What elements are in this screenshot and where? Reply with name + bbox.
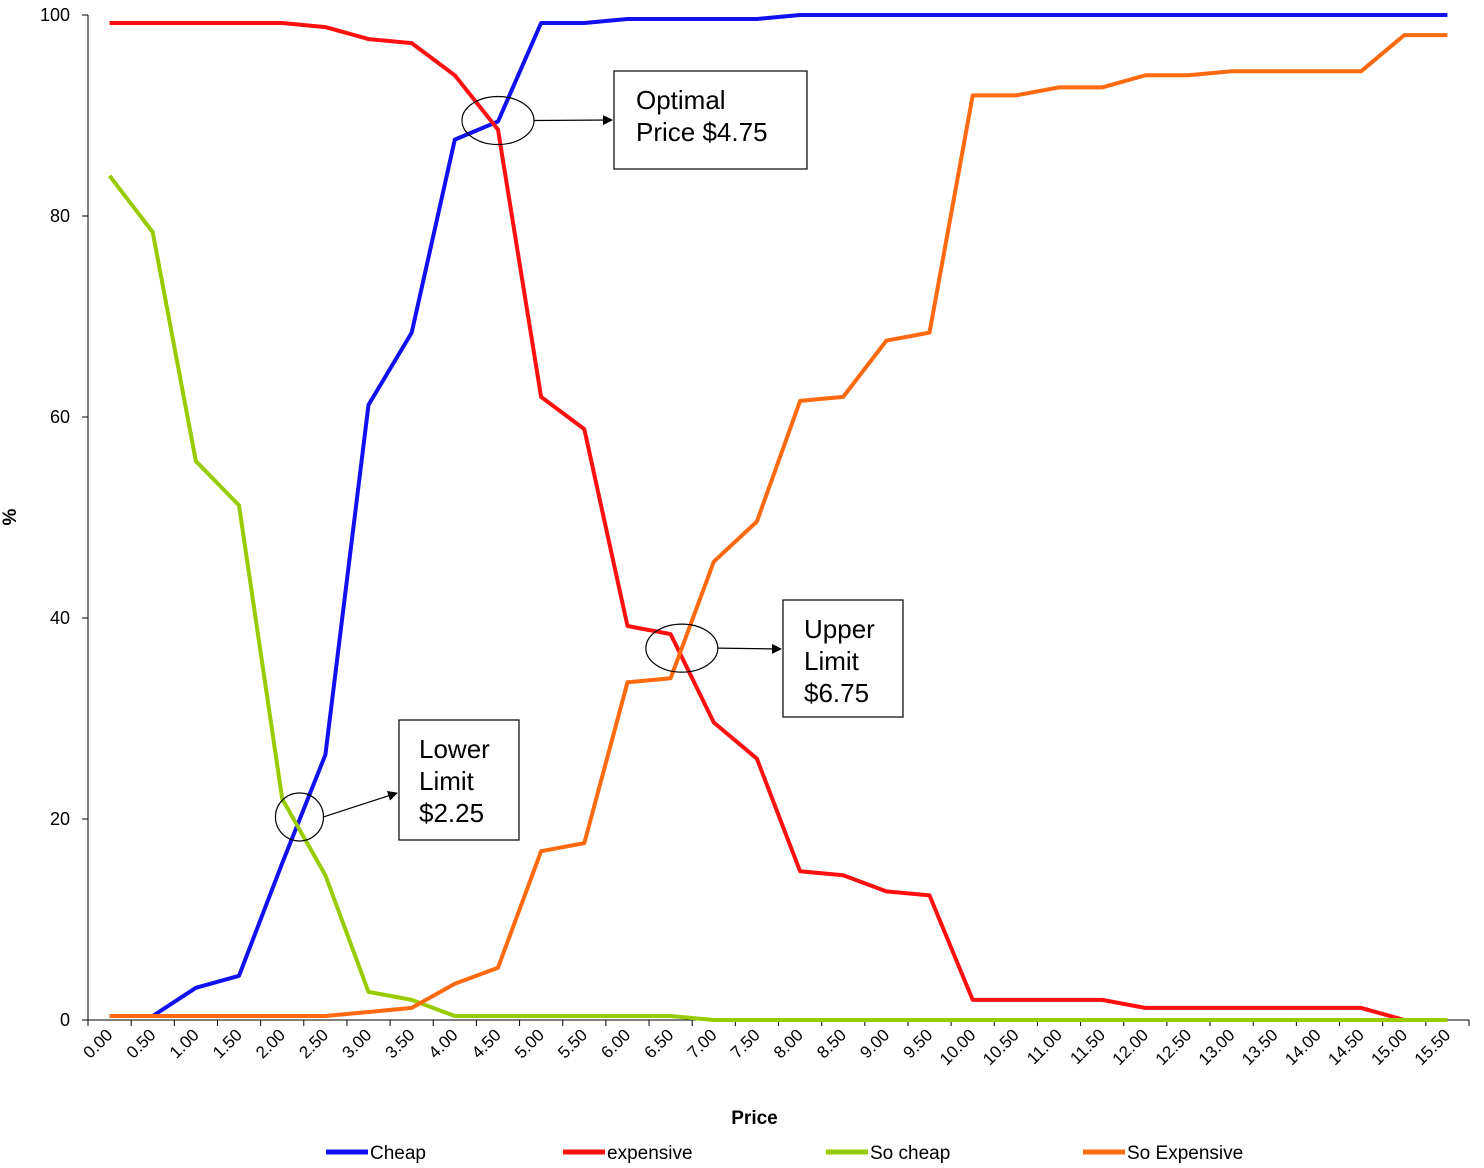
annotation-text: Optimal [636, 85, 726, 115]
x-tick-label: 6.50 [641, 1025, 678, 1062]
legend-label: Cheap [370, 1143, 426, 1164]
legend-label: expensive [607, 1143, 693, 1164]
x-axis-title: Price [731, 1108, 777, 1129]
x-tick-label: 15.50 [1411, 1025, 1455, 1069]
x-tick-label: 5.00 [511, 1025, 548, 1062]
x-tick-label: 5.50 [554, 1025, 591, 1062]
x-tick-label: 13.50 [1238, 1025, 1282, 1069]
x-tick-label: 2.50 [295, 1025, 332, 1062]
annotation-text: Upper [804, 614, 875, 644]
legend-item-so-expensive: So Expensive [1083, 1143, 1243, 1164]
x-tick-label: 4.00 [425, 1025, 462, 1062]
annotation-arrow [717, 643, 782, 654]
annotation-text: Lower [419, 734, 490, 764]
y-tick-label: 0 [60, 1010, 70, 1030]
x-tick-label: 1.50 [209, 1025, 246, 1062]
x-tick-label: 8.50 [813, 1025, 850, 1062]
x-tick-label: 8.00 [770, 1025, 807, 1062]
annotation-arrow [323, 791, 398, 818]
y-tick-label: 80 [50, 206, 70, 226]
legend-item-cheap: Cheap [326, 1143, 426, 1164]
x-tick-label: 7.50 [727, 1025, 764, 1062]
x-tick-label: 12.00 [1109, 1025, 1153, 1069]
x-tick-label: 6.00 [597, 1025, 634, 1062]
series-line-so-expensive [109, 33, 1448, 1018]
x-tick-label: 10.50 [979, 1025, 1023, 1069]
legend-item-expensive: expensive [563, 1143, 693, 1164]
series-line-expensive [109, 21, 1448, 1022]
x-tick-label: 12.50 [1152, 1025, 1196, 1069]
x-tick-label: 10.00 [936, 1025, 980, 1069]
annotation-text: $6.75 [804, 678, 869, 708]
y-tick-label: 100 [40, 5, 70, 25]
annotation-arrow [533, 115, 613, 126]
y-tick-label: 40 [50, 608, 70, 628]
x-tick-label: 9.00 [856, 1025, 893, 1062]
x-tick-label: 15.00 [1368, 1025, 1412, 1069]
x-tick-label: 3.50 [382, 1025, 419, 1062]
x-tick-label: 7.00 [684, 1025, 721, 1062]
legend: Cheap expensive So cheap So Expensive [326, 1143, 1243, 1164]
annotation-text: Price $4.75 [636, 117, 768, 147]
y-tick-label: 60 [50, 407, 70, 427]
annotation-box [613, 70, 808, 170]
x-tick-label: 13.00 [1195, 1025, 1239, 1069]
legend-label: So cheap [870, 1143, 950, 1164]
x-tick-label: 0.50 [123, 1025, 160, 1062]
series-line-cheap [109, 13, 1448, 1018]
x-tick-label: 11.00 [1023, 1025, 1066, 1068]
annotation-text: Limit [804, 646, 860, 676]
series-layer [108, 13, 1448, 1022]
x-tick-label: 2.00 [252, 1025, 289, 1062]
legend-item-so-cheap: So cheap [826, 1143, 950, 1164]
x-tick-label: 14.50 [1324, 1025, 1368, 1069]
series-line-so-cheap [108, 174, 1448, 1022]
y-tick-label: 20 [50, 809, 70, 829]
annotation-box [782, 599, 904, 718]
x-tick-label: 4.50 [468, 1025, 505, 1062]
annotation-box [398, 719, 520, 841]
x-tick-label: 11.50 [1066, 1025, 1109, 1068]
x-tick-label: 3.00 [339, 1025, 376, 1062]
x-tick-label: 9.50 [900, 1025, 937, 1062]
annotation-text: $2.25 [419, 798, 484, 828]
x-tick-label: 14.00 [1281, 1025, 1325, 1069]
y-axis-title: % [0, 508, 21, 525]
annotation-text: Limit [419, 766, 475, 796]
legend-label: So Expensive [1127, 1143, 1243, 1164]
x-tick-label: 1.00 [166, 1025, 203, 1062]
x-tick-label: 0.00 [80, 1025, 117, 1062]
